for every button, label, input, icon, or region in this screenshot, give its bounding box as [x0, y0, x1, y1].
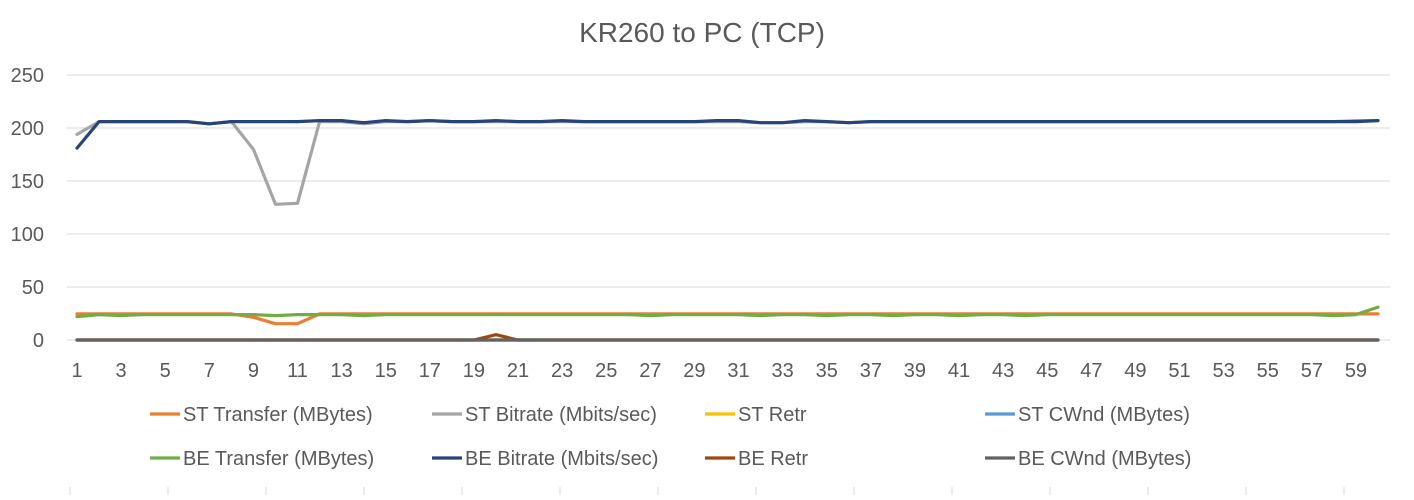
x-tick-label: 39 [904, 360, 926, 382]
legend-label: BE Transfer (MBytes) [183, 448, 374, 470]
y-tick-label: 0 [33, 330, 44, 352]
x-tick-label: 29 [683, 360, 705, 382]
x-axis-ticks: 1 3 5 7 9 11 13 15 17 19 21 23 25 27 29 31 33 35 37 39 41 43 4… [71, 360, 1367, 382]
series-lines [75, 118, 1380, 342]
x-tick-label: 15 [375, 360, 397, 382]
x-tick-label: 27 [639, 360, 661, 382]
x-tick-label: 1 [71, 360, 82, 382]
x-tick-label: 57 [1301, 360, 1323, 382]
x-tick-label: 45 [1036, 360, 1058, 382]
legend-label: ST CWnd (MBytes) [1018, 404, 1190, 426]
x-tick-label: 31 [727, 360, 749, 382]
x-tick-label: 17 [419, 360, 441, 382]
bottom-border-ticks [69, 487, 1345, 495]
legend-label: ST Transfer (MBytes) [183, 404, 373, 426]
x-tick-label: 49 [1124, 360, 1146, 382]
x-tick-label: 7 [204, 360, 215, 382]
x-tick-label: 3 [116, 360, 127, 382]
legend: ST Transfer (MBytes) ST Bitrate (Mbits/se… [150, 404, 1191, 470]
series-line [75, 118, 1380, 206]
y-tick-label: 50 [22, 277, 44, 299]
x-tick-label: 59 [1345, 360, 1367, 382]
x-tick-label: 13 [330, 360, 352, 382]
legend-label: BE CWnd (MBytes) [1018, 448, 1191, 470]
y-tick-label: 200 [11, 118, 44, 140]
x-tick-label: 33 [772, 360, 794, 382]
x-tick-label: 43 [992, 360, 1014, 382]
x-tick-label: 41 [948, 360, 970, 382]
x-tick-label: 53 [1213, 360, 1235, 382]
x-tick-label: 51 [1168, 360, 1190, 382]
series-line [75, 305, 1380, 319]
x-tick-label: 23 [551, 360, 573, 382]
x-tick-label: 35 [816, 360, 838, 382]
legend-label: ST Bitrate (Mbits/sec) [465, 404, 657, 426]
y-axis-ticks: 0 50 100 150 200 250 [11, 65, 44, 352]
x-tick-label: 11 [287, 360, 308, 382]
gridlines [67, 74, 1390, 341]
y-tick-label: 100 [11, 224, 44, 246]
legend-label: ST Retr [738, 404, 807, 426]
x-tick-label: 5 [160, 360, 171, 382]
x-tick-label: 47 [1080, 360, 1102, 382]
legend-label: BE Retr [738, 448, 808, 470]
x-tick-label: 21 [507, 360, 529, 382]
series-line [75, 118, 1380, 150]
x-tick-label: 55 [1257, 360, 1279, 382]
x-tick-label: 9 [248, 360, 259, 382]
x-tick-label: 19 [463, 360, 485, 382]
y-tick-label: 150 [11, 171, 44, 193]
chart-title: KR260 to PC (TCP) [579, 17, 825, 48]
y-tick-label: 250 [11, 65, 44, 87]
x-tick-label: 25 [595, 360, 617, 382]
x-tick-label: 37 [860, 360, 882, 382]
legend-label: BE Bitrate (Mbits/sec) [465, 448, 658, 470]
